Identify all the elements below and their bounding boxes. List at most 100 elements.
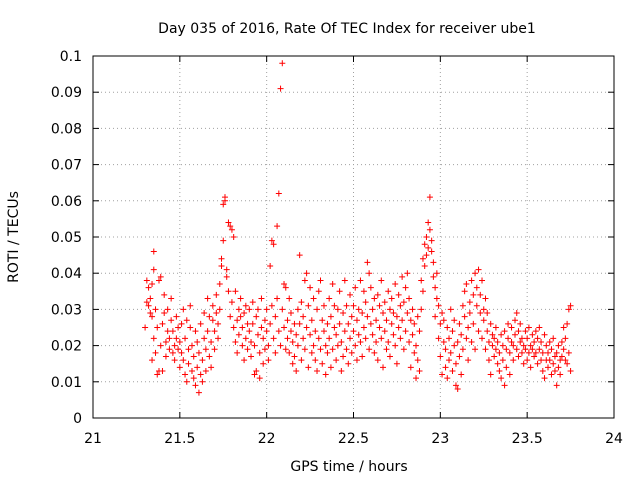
data-point [319,360,326,367]
data-point [149,357,156,364]
data-point [195,349,202,356]
data-point [392,281,399,288]
data-point [524,357,531,364]
data-point [284,335,291,342]
data-point [373,317,380,324]
data-point [338,338,345,345]
data-point [258,295,265,302]
data-point [218,262,225,269]
data-point [513,310,520,317]
data-point [327,364,334,371]
data-point [548,346,555,353]
data-point [322,371,329,378]
data-point [190,353,197,360]
data-point [202,346,209,353]
data-point [275,190,282,197]
data-point [307,331,314,338]
data-point [147,295,154,302]
data-point [418,306,425,313]
data-point [145,302,152,309]
data-point [246,328,253,335]
data-point [508,324,515,331]
data-point [440,338,447,345]
data-point [312,357,319,364]
data-point [267,262,274,269]
data-point [508,338,515,345]
data-point [430,273,437,280]
data-point [293,367,300,374]
data-point [400,346,407,353]
data-point [256,375,263,382]
data-point [303,324,310,331]
data-point [439,371,446,378]
y-tick-label: 0.05 [51,230,82,246]
data-point [400,299,407,306]
data-point [176,364,183,371]
data-point [527,364,534,371]
data-point [413,342,420,349]
data-point [263,328,270,335]
data-point [503,364,510,371]
data-point [402,284,409,291]
data-point [463,281,470,288]
data-point [178,349,185,356]
data-point [341,277,348,284]
data-point [376,302,383,309]
data-point [378,335,385,342]
data-point [317,346,324,353]
data-point [458,371,465,378]
data-point [444,324,451,331]
data-point [518,349,525,356]
data-point [227,313,234,320]
data-point [208,338,215,345]
data-point [300,335,307,342]
data-point [256,349,263,356]
data-point [380,364,387,371]
data-point [553,349,560,356]
data-point [446,335,453,342]
data-point [374,291,381,298]
data-point [270,241,277,248]
data-point [145,284,152,291]
x-tick-label: 22.5 [338,431,369,447]
data-point [360,324,367,331]
data-point [253,313,260,320]
data-point [435,335,442,342]
x-tick-label: 21.5 [164,431,195,447]
data-point [215,320,222,327]
data-point [496,349,503,356]
data-point [562,335,569,342]
data-point [459,302,466,309]
data-point [435,302,442,309]
data-point [371,349,378,356]
data-point [551,353,558,360]
data-point [234,349,241,356]
data-point [267,320,274,327]
data-point [173,335,180,342]
data-point [353,357,360,364]
data-point [491,335,498,342]
data-point [201,335,208,342]
data-point [305,302,312,309]
data-point [197,320,204,327]
data-point [492,346,499,353]
data-point [251,342,258,349]
data-point [479,335,486,342]
data-point [449,367,456,374]
data-point [461,313,468,320]
data-point [208,364,215,371]
y-tick-label: 0.06 [51,194,82,210]
data-point [426,226,433,233]
data-point [564,320,571,327]
data-point [532,349,539,356]
data-point [409,331,416,338]
data-point [430,259,437,266]
data-point [510,357,517,364]
data-point [291,353,298,360]
data-point [397,335,404,342]
data-point [545,364,552,371]
data-point [254,331,261,338]
data-point [159,367,166,374]
data-point [265,342,272,349]
